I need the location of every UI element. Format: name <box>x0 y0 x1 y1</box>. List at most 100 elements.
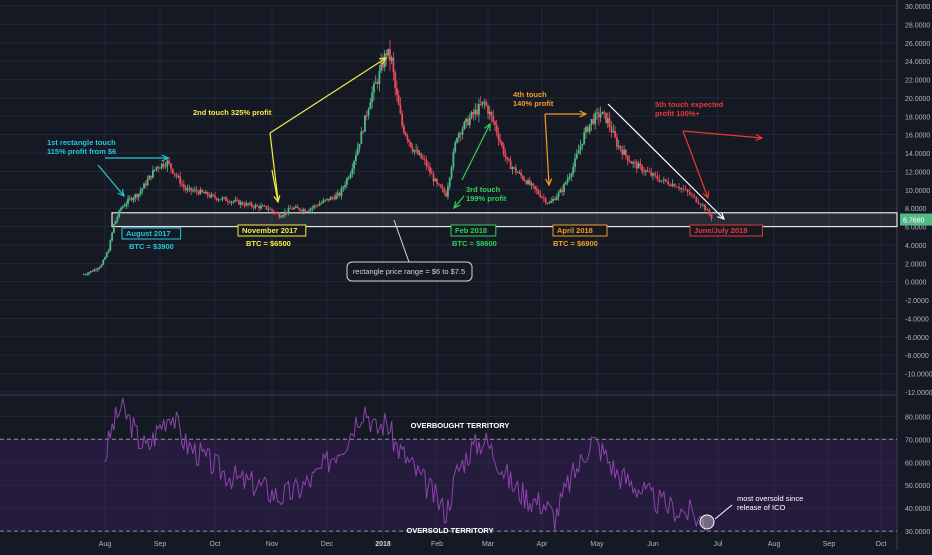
annotation-most-oversold-line: release of ICO <box>737 503 786 512</box>
candle-body <box>626 155 629 161</box>
candle-body <box>355 155 357 162</box>
candle-body <box>239 202 242 205</box>
last-price-tag <box>900 213 932 226</box>
candle-body <box>499 139 502 143</box>
candle-body <box>564 182 567 185</box>
candle-body <box>535 188 538 191</box>
candle-body <box>338 192 341 196</box>
candle-body <box>572 166 575 174</box>
candle-body <box>408 139 411 143</box>
candle-body <box>706 209 709 211</box>
y-tick-label: -10.0000 <box>905 372 932 379</box>
y-tick-label: 16.0000 <box>905 133 930 140</box>
arrow-head <box>273 195 281 204</box>
annotation-touch-5-line: profit 100%+ <box>655 109 700 118</box>
arrow-touch-5a <box>682 130 710 200</box>
candle-body <box>148 175 151 180</box>
candle-body <box>166 160 169 167</box>
arrow-head <box>717 212 725 220</box>
candle-body <box>610 126 613 133</box>
candle-body <box>345 178 348 185</box>
candle-body <box>577 150 580 154</box>
candle-body <box>599 114 602 118</box>
x-tick-label: Aug <box>99 541 112 548</box>
candle-body <box>351 168 354 175</box>
candle-body <box>559 189 562 193</box>
candle-body <box>313 205 316 208</box>
y-tick-label: 20.0000 <box>905 96 930 103</box>
y-tick-label: -6.0000 <box>905 335 929 342</box>
candle-body <box>461 129 464 135</box>
candle-body <box>376 82 379 85</box>
arrow-shaft <box>269 57 387 134</box>
candle-body <box>476 109 478 115</box>
candle-body <box>160 163 163 168</box>
candle-body <box>236 199 238 201</box>
candle-body <box>86 274 89 275</box>
candle-body <box>193 189 196 191</box>
y-tick-label: 12.0000 <box>905 169 930 176</box>
candle-body <box>644 170 647 172</box>
candle-body <box>112 224 115 233</box>
candle-body <box>695 196 698 202</box>
candle-body <box>128 197 131 199</box>
callout-leader <box>393 219 410 263</box>
candle-body <box>509 160 512 170</box>
candle-body <box>619 145 622 150</box>
candle-body <box>680 188 683 189</box>
candle-body <box>530 183 533 185</box>
arrow-shaft <box>544 113 550 186</box>
candle-body <box>422 158 424 160</box>
candle-body <box>249 203 251 205</box>
candle-body <box>635 162 638 169</box>
candle-body <box>234 199 237 202</box>
candle-body <box>358 143 361 148</box>
candle-body <box>254 205 257 208</box>
candle-body <box>492 115 495 122</box>
candle-body <box>658 179 661 182</box>
candle-body <box>340 188 343 196</box>
candle-body <box>382 62 384 68</box>
candle-body <box>199 189 202 195</box>
label-box <box>552 224 608 237</box>
candle-body <box>597 112 600 118</box>
candle-body <box>380 62 383 71</box>
y-tick-label: 18.0000 <box>905 114 930 121</box>
candle-body <box>701 204 704 206</box>
candle-body <box>98 267 101 269</box>
candle-body <box>570 173 573 177</box>
candle-body <box>474 109 477 115</box>
candle-body <box>704 204 706 211</box>
candle-body <box>665 179 667 182</box>
candle-body <box>456 137 458 143</box>
candle-body <box>699 203 702 206</box>
x-tick-label: Oct <box>210 541 221 548</box>
candle-body <box>520 172 522 176</box>
candle-body <box>411 147 414 152</box>
candle-body <box>673 183 676 187</box>
candle-body <box>342 187 345 189</box>
candle-body <box>280 216 283 218</box>
candle-body <box>450 167 453 178</box>
candle-body <box>688 192 691 195</box>
candle-body <box>525 180 528 185</box>
candle-body <box>217 199 220 201</box>
candle-body <box>528 180 531 185</box>
candle-body <box>420 153 423 159</box>
candle-body <box>186 188 189 191</box>
candle-body <box>448 177 451 187</box>
candle-body <box>100 264 103 268</box>
x-tick-label: Sep <box>154 541 167 548</box>
candle-body <box>353 161 355 169</box>
candle-body <box>477 103 480 115</box>
candle-body <box>250 203 253 207</box>
y-tick-label: 10.0000 <box>905 188 930 195</box>
candle-body <box>561 189 564 193</box>
candle-body <box>232 201 235 203</box>
arrow-shaft <box>682 130 763 139</box>
candle-body <box>261 205 264 207</box>
candle-body <box>684 189 687 191</box>
candle-body <box>153 169 156 171</box>
x-tick-label: Nov <box>266 541 279 548</box>
